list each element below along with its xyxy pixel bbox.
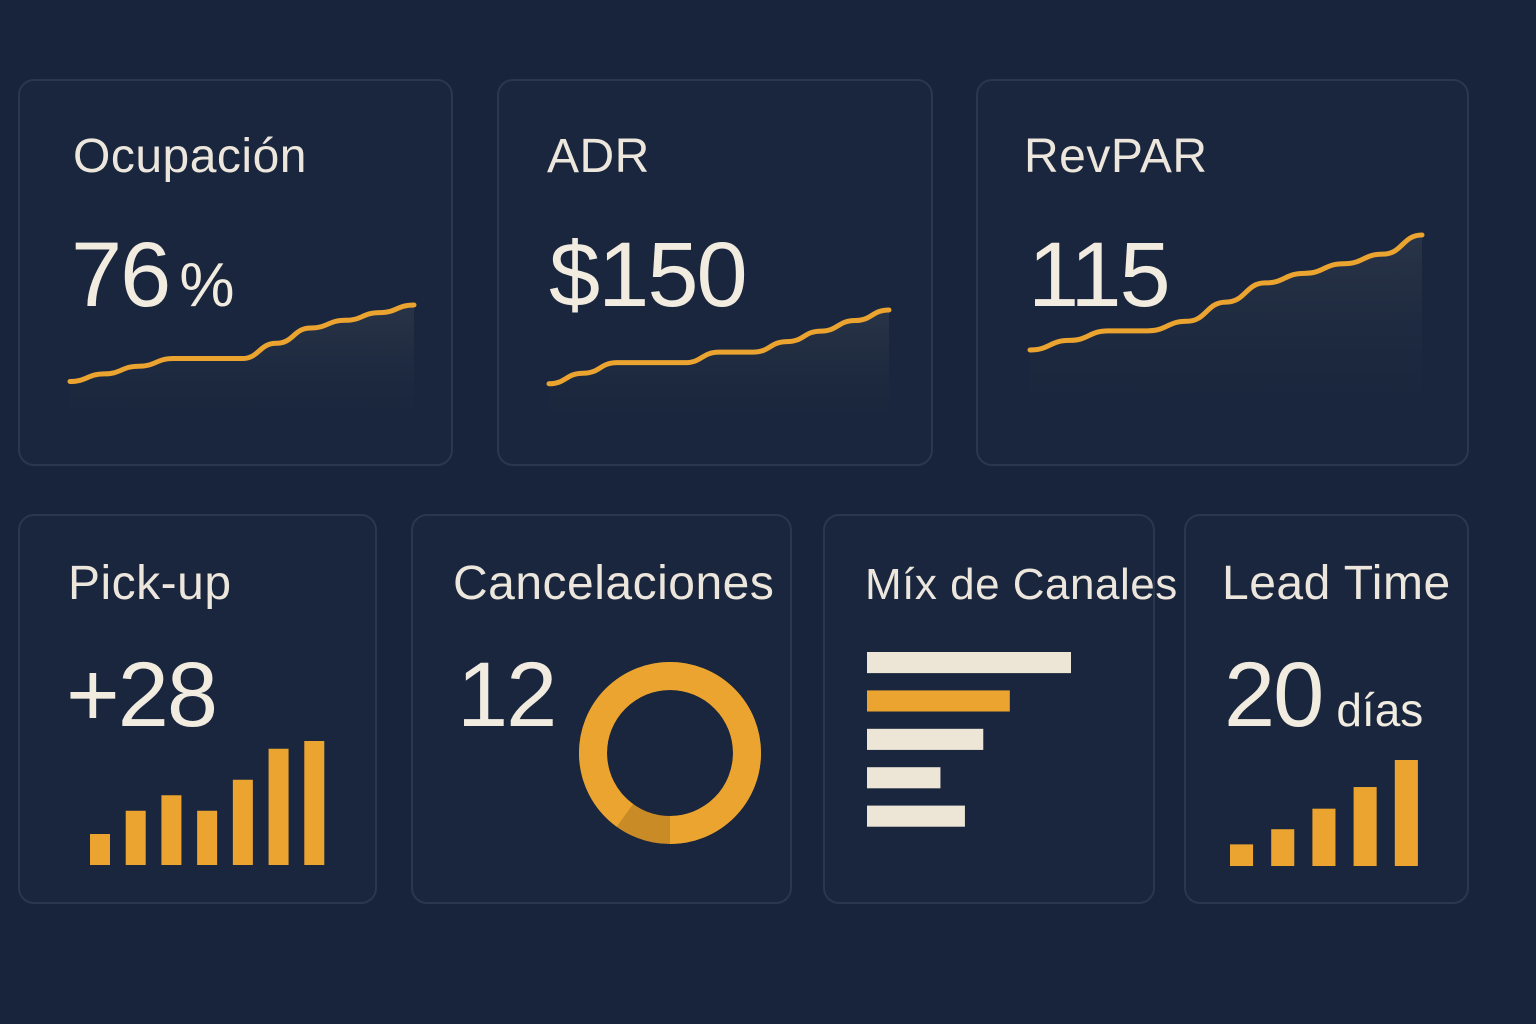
kpi-title: Pick-up (68, 557, 232, 610)
bar (232, 779, 253, 865)
ocupacion-sparkline (67, 302, 417, 441)
kpi-title: ADR (547, 130, 650, 183)
bar (867, 652, 1071, 674)
kpi-title: Míx de Canales (865, 560, 1178, 609)
kpi-unit: días (1336, 684, 1424, 736)
kpi-value: 20 días (1224, 649, 1423, 741)
bar (1230, 844, 1254, 866)
kpi-value: +28 (66, 644, 218, 746)
kpi-number: 20 (1224, 644, 1324, 746)
sparkline-line (1027, 232, 1425, 353)
sparkline-area (549, 310, 889, 441)
kpi-card-lead-time[interactable]: Lead Time 20 días (1184, 514, 1469, 904)
bar (1312, 808, 1336, 866)
kpi-value: 115 (1028, 224, 1171, 326)
adr-sparkline (546, 307, 892, 441)
kpi-card-mix-canales[interactable]: Míx de Canales (823, 514, 1177, 904)
kpi-value: 76% (71, 229, 234, 321)
revpar-sparkline (1027, 232, 1425, 441)
bar (867, 728, 984, 750)
bar (867, 767, 941, 789)
kpi-title: Lead Time (1222, 557, 1451, 610)
kpi-title: RevPAR (1024, 130, 1208, 183)
kpi-card-adr[interactable]: ADR $150 (497, 79, 933, 466)
kpi-card-cancelaciones[interactable]: Cancelaciones 12 (411, 514, 792, 904)
kpi-card-pickup[interactable]: Pick-up +28 (18, 514, 377, 904)
bar (867, 690, 1010, 712)
kpi-title: Cancelaciones (453, 557, 775, 610)
kpi-card-ocupacion[interactable]: Ocupación 76% (18, 79, 453, 466)
lead-time-bar-chart (1230, 760, 1418, 866)
kpi-number: 76 (71, 224, 171, 326)
bar (867, 805, 965, 827)
sparkline-area (70, 305, 414, 441)
sparkline-area (1030, 235, 1422, 441)
bar (268, 748, 289, 865)
bar (90, 834, 110, 865)
bar (197, 810, 218, 865)
kpi-value: $150 (549, 224, 748, 326)
sparkline-line (67, 302, 417, 384)
kpi-title: Ocupación (73, 130, 307, 183)
bar (161, 795, 182, 865)
kpi-unit: % (179, 251, 235, 320)
sparkline-line (546, 307, 892, 387)
bar (125, 810, 146, 865)
cancelaciones-donut (579, 662, 761, 844)
pickup-bar-chart (90, 741, 325, 865)
kpi-value: 12 (457, 644, 557, 746)
kpi-card-revpar[interactable]: RevPAR 115 (976, 79, 1469, 466)
bar (1353, 787, 1377, 866)
bar (1394, 760, 1418, 866)
bar (1271, 829, 1295, 866)
donut-arc (579, 662, 761, 844)
bar (304, 741, 325, 865)
mix-canales-bar-chart (867, 652, 1071, 827)
